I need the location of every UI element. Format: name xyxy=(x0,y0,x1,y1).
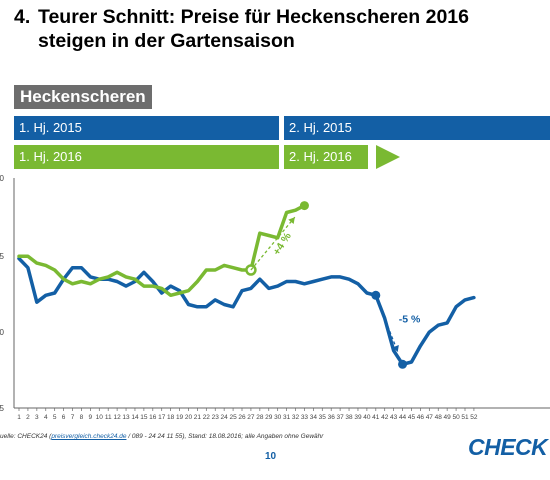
title-number: 4. xyxy=(14,6,31,28)
data-marker-point xyxy=(398,359,408,369)
x-tick-label: 31 xyxy=(283,414,291,421)
x-tick-label: 50 xyxy=(452,414,460,421)
x-tick-label: 43 xyxy=(390,414,398,421)
x-tick-label: 21 xyxy=(194,414,202,421)
x-tick-label: 49 xyxy=(444,414,452,421)
period-bar-h1-2016: 1. Hj. 2016 xyxy=(14,145,279,169)
x-tick-label: 6 xyxy=(62,414,66,421)
x-tick-label: 9 xyxy=(89,414,93,421)
page-number: 10 xyxy=(265,451,277,462)
title-line-1: Teurer Schnitt: Preise für Heckenscheren… xyxy=(38,6,469,28)
x-tick-label: 52 xyxy=(470,414,478,421)
x-tick-label: 1 xyxy=(17,414,21,421)
annotation-label: +4 % xyxy=(271,230,294,257)
x-tick-label: 25 xyxy=(229,414,237,421)
data-marker-point xyxy=(371,290,381,300)
x-tick-label: 42 xyxy=(381,414,389,421)
trend-arrow-line xyxy=(250,216,296,271)
source-prefix: uelle: CHECK24 ( xyxy=(0,433,52,440)
trend-arrow-head-icon xyxy=(288,217,295,225)
x-tick-label: 32 xyxy=(292,414,300,421)
x-tick-label: 44 xyxy=(399,414,407,421)
x-tick-label: 37 xyxy=(337,414,345,421)
x-tick-label: 45 xyxy=(408,414,416,421)
x-tick-label: 19 xyxy=(176,414,184,421)
x-tick-label: 13 xyxy=(122,414,130,421)
x-tick-label: 7 xyxy=(71,414,75,421)
x-tick-label: 48 xyxy=(435,414,443,421)
trend-arrow-head-icon xyxy=(392,345,399,352)
x-tick-label: 33 xyxy=(301,414,309,421)
x-tick-label: 22 xyxy=(203,414,211,421)
x-tick-label: 34 xyxy=(310,414,318,421)
x-tick-label: 8 xyxy=(80,414,84,421)
x-tick-label: 4 xyxy=(44,414,48,421)
x-tick-label: 10 xyxy=(96,414,104,421)
x-tick-label: 16 xyxy=(149,414,157,421)
x-tick-label: 3 xyxy=(35,414,39,421)
x-tick-label: 20 xyxy=(185,414,193,421)
arrow-right-icon xyxy=(376,145,400,169)
x-tick-label: 38 xyxy=(345,414,353,421)
x-tick-label: 40 xyxy=(363,414,371,421)
x-tick-label: 15 xyxy=(140,414,148,421)
category-label: Heckenscheren xyxy=(14,85,152,109)
y-tick-label: 0 xyxy=(0,328,5,337)
x-tick-label: 47 xyxy=(426,414,434,421)
x-tick-label: 27 xyxy=(247,414,255,421)
period-bar-h1-2015: 1. Hj. 2015 xyxy=(14,116,279,140)
x-tick-label: 12 xyxy=(114,414,122,421)
x-tick-label: 17 xyxy=(158,414,166,421)
x-tick-label: 24 xyxy=(221,414,229,421)
x-tick-label: 2 xyxy=(26,414,30,421)
y-tick-label: 5 xyxy=(0,404,5,413)
x-tick-label: 51 xyxy=(461,414,469,421)
x-tick-label: 30 xyxy=(274,414,282,421)
x-tick-label: 39 xyxy=(354,414,362,421)
series-line-1 xyxy=(17,203,307,298)
x-tick-label: 35 xyxy=(319,414,327,421)
x-tick-label: 5 xyxy=(53,414,57,421)
data-marker-point xyxy=(299,201,309,211)
source-note: uelle: CHECK24 (preisvergleich.check24.d… xyxy=(0,433,323,440)
period-bar-h2-2016: 2. Hj. 2016 xyxy=(284,145,368,169)
x-tick-label: 28 xyxy=(256,414,264,421)
x-tick-label: 41 xyxy=(372,414,380,421)
y-tick-label: 0 xyxy=(0,174,5,183)
x-tick-label: 29 xyxy=(265,414,273,421)
x-tick-label: 18 xyxy=(167,414,175,421)
title-line-2: steigen in der Gartensaison xyxy=(38,30,295,52)
x-tick-label: 14 xyxy=(131,414,139,421)
x-tick-label: 11 xyxy=(105,414,112,421)
x-tick-label: 46 xyxy=(417,414,425,421)
series-line-0 xyxy=(17,256,476,367)
check24-logo: CHECK xyxy=(468,434,548,460)
x-tick-label: 36 xyxy=(328,414,336,421)
trend-arrow-line xyxy=(375,295,399,353)
period-bar-h2-2015: 2. Hj. 2015 xyxy=(284,116,550,140)
y-tick-label: 5 xyxy=(0,252,5,261)
source-suffix: / 089 - 24 24 11 55), Stand: 18.08.2016;… xyxy=(126,433,324,440)
source-link[interactable]: preisvergleich.check24.de xyxy=(51,433,127,440)
annotation-label: -5 % xyxy=(399,314,421,326)
x-tick-label: 26 xyxy=(238,414,246,421)
x-tick-label: 23 xyxy=(212,414,220,421)
